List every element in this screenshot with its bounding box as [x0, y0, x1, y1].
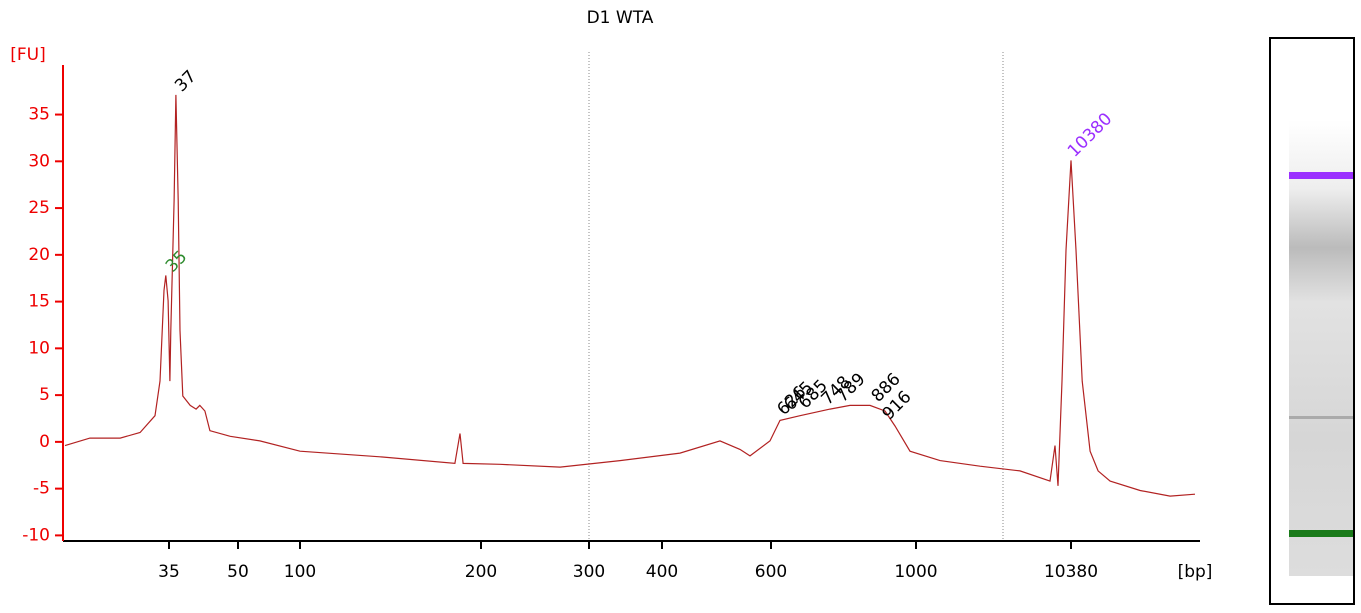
y-tick-label: 0 — [39, 432, 50, 452]
y-tick-label: 10 — [28, 338, 50, 358]
y-tick-label: -5 — [33, 479, 50, 499]
x-tick-label: 600 — [755, 562, 787, 582]
y-tick-label: 15 — [28, 292, 50, 312]
gel-band-lower — [1289, 530, 1353, 537]
x-tick-label: 100 — [284, 562, 316, 582]
trace — [64, 94, 1196, 497]
x-tick-label: 10380 — [1044, 562, 1098, 582]
gel-band — [1289, 416, 1353, 419]
y-tick-label: 30 — [28, 151, 50, 171]
x-tick-label: 50 — [227, 562, 249, 582]
y-tick-label: 5 — [39, 385, 50, 405]
x-tick-label: 1000 — [894, 562, 937, 582]
x-tick-label: 200 — [465, 562, 497, 582]
x-tick-label: 400 — [646, 562, 678, 582]
x-tick-label: 300 — [573, 562, 605, 582]
x-tick-label: 35 — [158, 562, 180, 582]
y-tick-label: 20 — [28, 245, 50, 265]
gel-lane — [1269, 37, 1355, 605]
y-tick-label: 25 — [28, 198, 50, 218]
peak-label: 35 — [162, 247, 191, 276]
y-axis-label: [FU] — [10, 45, 46, 65]
y-tick-label: -10 — [22, 525, 50, 545]
x-axis-label: [bp] — [1178, 562, 1213, 582]
chart-title: D1 WTA — [587, 8, 654, 28]
y-tick-label: 35 — [28, 105, 50, 125]
gel-band-upper — [1289, 172, 1353, 179]
peak-label: 37 — [171, 67, 200, 96]
gel-smear — [1289, 120, 1353, 576]
peak-label: 10380 — [1064, 109, 1116, 161]
